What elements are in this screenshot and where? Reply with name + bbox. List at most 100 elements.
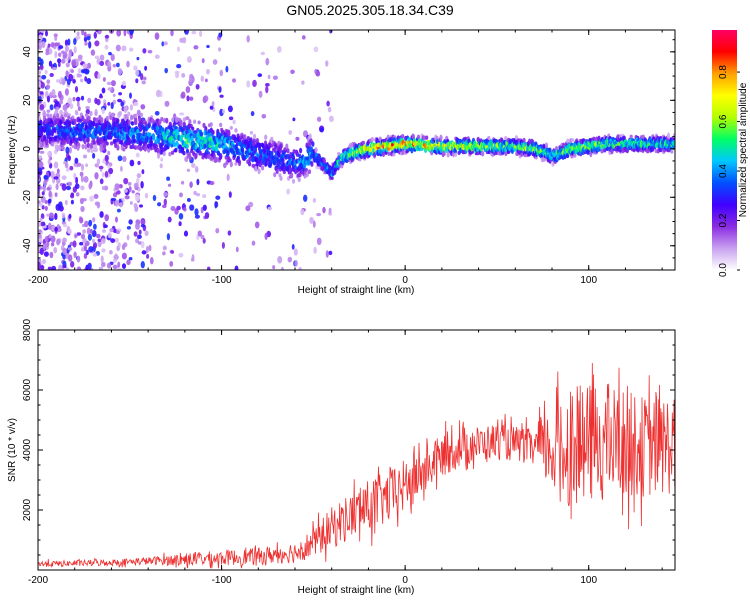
heatmap-cell bbox=[301, 35, 306, 40]
heatmap-cell bbox=[305, 142, 309, 147]
heatmap-cell bbox=[39, 119, 43, 125]
heatmap-cell bbox=[61, 58, 66, 64]
heatmap-cell bbox=[144, 137, 149, 144]
heatmap-cell bbox=[67, 38, 71, 46]
heatmap-cell bbox=[79, 112, 83, 117]
heatmap-cell bbox=[287, 256, 293, 263]
heatmap-cell bbox=[186, 168, 191, 172]
heatmap-cell bbox=[298, 173, 302, 178]
heatmap-cell bbox=[62, 223, 68, 228]
heatmap-cell bbox=[316, 116, 322, 122]
heatmap-cell bbox=[218, 86, 222, 93]
heatmap-cell bbox=[211, 101, 215, 107]
heatmap-cell bbox=[53, 33, 58, 38]
y-tick-label: 4000 bbox=[22, 438, 33, 461]
heatmap-cell bbox=[88, 182, 92, 190]
heatmap-cell bbox=[600, 149, 604, 154]
heatmap-cell bbox=[136, 173, 142, 179]
heatmap-cell bbox=[110, 141, 114, 146]
heatmap-cell bbox=[45, 139, 49, 146]
heatmap-cell bbox=[98, 95, 104, 99]
heatmap-cell bbox=[107, 87, 113, 91]
heatmap-cell bbox=[170, 30, 174, 37]
colorbar: 0.0 0.2 0.4 0.6 0.8 Normalized spectral ampl… bbox=[712, 30, 749, 277]
heatmap-cell bbox=[381, 151, 386, 157]
heatmap-cell bbox=[286, 188, 291, 195]
heatmap-cell bbox=[313, 246, 317, 254]
heatmap-cell bbox=[149, 139, 153, 146]
heatmap-cell bbox=[136, 56, 140, 61]
heatmap-cell bbox=[53, 161, 59, 169]
heatmap-cell bbox=[75, 35, 81, 40]
heatmap-cell bbox=[62, 104, 68, 111]
heatmap-cell bbox=[70, 193, 75, 199]
heatmap-cell bbox=[290, 69, 295, 74]
heatmap-cell bbox=[99, 137, 103, 145]
heatmap-cell bbox=[191, 254, 195, 261]
heatmap-cell bbox=[219, 69, 224, 77]
heatmap-cell bbox=[201, 155, 205, 160]
heatmap-cell bbox=[149, 256, 154, 265]
heatmap-cell bbox=[100, 255, 104, 263]
heatmap-cell bbox=[87, 115, 91, 121]
heatmap-cell bbox=[38, 81, 42, 89]
heatmap-cell bbox=[281, 158, 285, 164]
heatmap-cell bbox=[67, 254, 73, 262]
spectrogram-frame bbox=[37, 29, 676, 271]
heatmap-cell bbox=[144, 192, 149, 199]
heatmap-cell bbox=[189, 96, 194, 101]
heatmap-cell bbox=[69, 103, 74, 110]
heatmap-cell bbox=[120, 139, 124, 145]
heatmap-cell bbox=[312, 220, 316, 228]
heatmap-cell bbox=[232, 78, 236, 83]
heatmap-cell bbox=[129, 47, 134, 52]
heatmap-cell bbox=[123, 122, 127, 127]
heatmap-cell bbox=[79, 241, 84, 246]
heatmap-cell bbox=[641, 134, 645, 139]
heatmap-cell bbox=[90, 49, 96, 56]
heatmap-cell bbox=[41, 243, 48, 250]
heatmap-cell bbox=[212, 153, 216, 160]
heatmap-cell bbox=[88, 219, 93, 227]
heatmap-cell bbox=[65, 70, 69, 78]
heatmap-cell bbox=[170, 206, 176, 211]
y-tick-label: 8000 bbox=[22, 318, 33, 341]
heatmap-cell bbox=[119, 165, 123, 172]
heatmap-cell bbox=[110, 53, 115, 62]
heatmap-cell bbox=[98, 266, 104, 270]
heatmap-cell bbox=[325, 60, 329, 67]
heatmap-cell bbox=[125, 115, 129, 121]
heatmap-cell bbox=[42, 185, 46, 193]
heatmap-cell bbox=[66, 139, 70, 145]
heatmap-cell bbox=[39, 91, 44, 95]
heatmap-cell bbox=[116, 62, 120, 68]
heatmap-cell bbox=[38, 184, 41, 190]
heatmap-cell bbox=[163, 41, 168, 46]
heatmap-cell bbox=[252, 133, 257, 140]
heatmap-cell bbox=[226, 173, 230, 181]
colorbar-gradient bbox=[712, 30, 737, 270]
heatmap-cell bbox=[43, 134, 47, 141]
heatmap-cell bbox=[133, 231, 138, 237]
heatmap-cell bbox=[75, 176, 79, 185]
heatmap-cell bbox=[47, 222, 52, 230]
heatmap-cell bbox=[92, 152, 96, 159]
heatmap-cell bbox=[229, 161, 233, 168]
heatmap-cell bbox=[96, 233, 101, 239]
heatmap-cell bbox=[61, 183, 67, 191]
heatmap-cell bbox=[133, 65, 138, 71]
heatmap-cell bbox=[90, 149, 94, 153]
heatmap-cell bbox=[55, 101, 60, 105]
heatmap-cell bbox=[41, 41, 46, 48]
heatmap-cell bbox=[108, 51, 112, 56]
top-y-ticks: -40 -20 0 20 40 bbox=[22, 39, 675, 271]
heatmap-cell bbox=[121, 80, 127, 87]
heatmap-cell bbox=[74, 85, 79, 93]
heatmap-cell bbox=[248, 201, 254, 208]
heatmap-cell bbox=[196, 178, 200, 186]
heatmap-cell bbox=[65, 113, 72, 117]
heatmap-cell bbox=[50, 235, 56, 243]
heatmap-cell bbox=[287, 164, 292, 170]
heatmap-cell bbox=[72, 240, 77, 248]
